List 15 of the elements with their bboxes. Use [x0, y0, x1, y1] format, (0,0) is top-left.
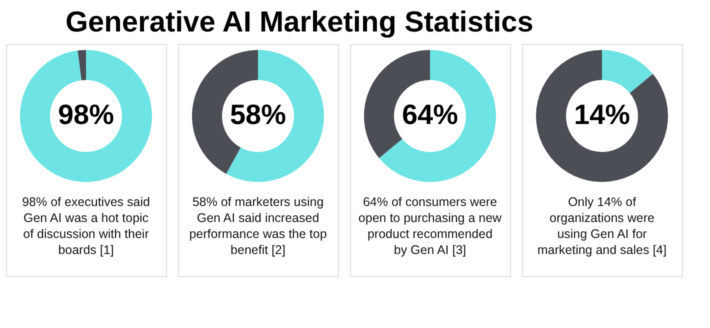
- donut-slice: [602, 50, 653, 94]
- donut-slice: [379, 50, 496, 182]
- donut-slice: [536, 50, 668, 182]
- text: Only 14% of organizations were using Gen AI for marketing and sales [4]: [537, 195, 667, 257]
- data-label: 98%: [58, 99, 114, 130]
- data-label: 58%: [230, 99, 286, 130]
- text: 98% of executives said Gen AI was a hot topic of discussion with their boards [1]: [22, 195, 150, 257]
- text: Generative AI Marketing Statistics: [66, 6, 534, 38]
- data-label: 64%: [402, 99, 458, 130]
- donut-slice: [20, 50, 152, 182]
- data-label: 14%: [574, 99, 630, 130]
- text: 58% of marketers using Gen AI said increased performance was the top benefit [2]: [189, 195, 327, 257]
- text: 64% of consumers were open to purchasing a new product recommended by Gen AI [3]: [358, 195, 503, 257]
- donut-slice: [78, 50, 86, 80]
- donut-slice: [226, 50, 324, 182]
